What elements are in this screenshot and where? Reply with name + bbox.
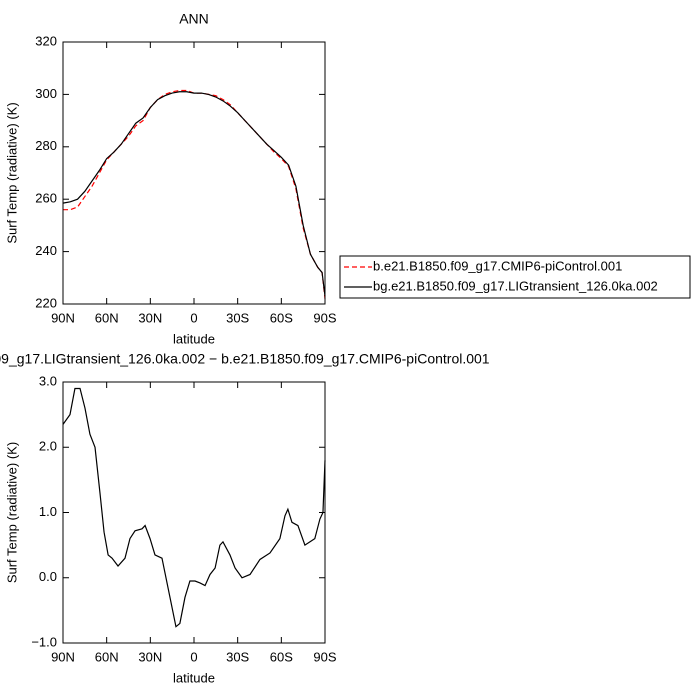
y-axis-label: Surf Temp (radiative) (K) [4,102,19,243]
data-line [62,387,326,628]
data-line [62,91,326,297]
chart-title: bg.e21.B1850.f09_g17.LIGtransient_126.0k… [0,351,490,367]
y-tick-label: 3.0 [39,373,57,388]
y-tick-label: 1.0 [39,504,57,519]
legend-label: b.e21.B1850.f09_g17.CMIP6-piControl.001 [373,258,622,273]
x-tick-label: 90S [313,310,336,325]
y-tick-label: −1.0 [31,634,57,649]
y-tick-label: 2.0 [39,439,57,454]
y-axis-label: Surf Temp (radiative) (K) [4,442,19,583]
x-tick-label: 60N [95,310,119,325]
x-tick-label: 60S [270,310,293,325]
y-tick-label: 260 [35,191,57,206]
y-tick-label: 0.0 [39,569,57,584]
x-tick-label: 90N [51,310,75,325]
plot-frame [62,41,326,305]
x-tick-label: 0 [190,310,197,325]
y-tick-label: 300 [35,86,57,101]
y-tick-label: 320 [35,33,57,48]
x-tick-label: 90N [51,649,75,664]
x-tick-label: 60S [270,649,293,664]
y-tick-label: 220 [35,295,57,310]
x-tick-label: 0 [190,649,197,664]
plot-frame [62,381,326,644]
y-tick-label: 280 [35,138,57,153]
x-tick-label: 90S [313,649,336,664]
x-tick-label: 30N [138,649,162,664]
legend-label: bg.e21.B1850.f09_g17.LIGtransient_126.0k… [373,278,658,293]
chart-title: ANN [179,11,209,27]
data-line [63,89,326,299]
x-tick-label: 30S [226,649,249,664]
legend-box [339,255,691,299]
x-tick-label: 60N [95,649,119,664]
y-tick-label: 240 [35,243,57,258]
x-axis-label: latitude [173,331,215,346]
x-tick-label: 30N [138,310,162,325]
x-tick-label: 30S [226,310,249,325]
x-axis-label: latitude [173,670,215,685]
